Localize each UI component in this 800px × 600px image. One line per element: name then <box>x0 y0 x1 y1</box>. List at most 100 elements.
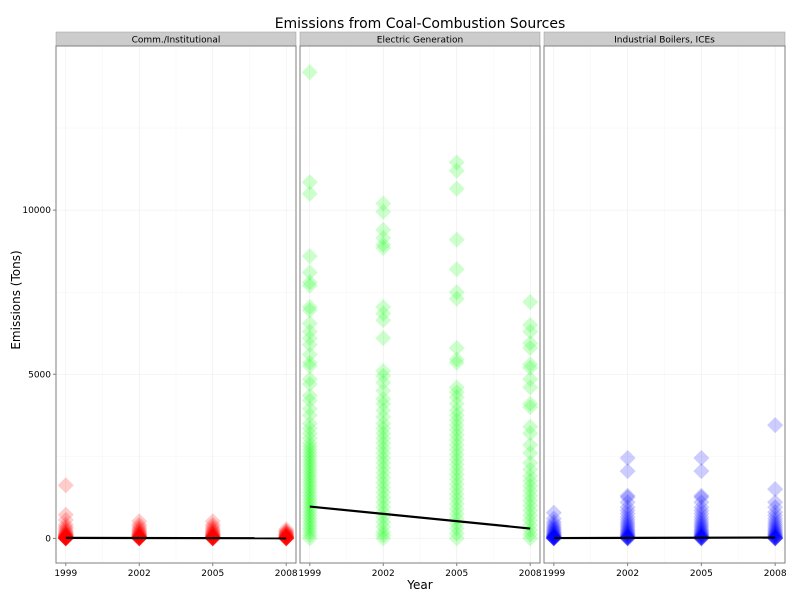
data-point <box>301 448 318 465</box>
data-point <box>619 519 636 536</box>
data-point <box>301 454 318 471</box>
data-point <box>57 527 74 544</box>
data-point <box>619 528 636 545</box>
data-point <box>767 417 784 434</box>
data-point <box>619 511 636 528</box>
data-point <box>619 521 636 538</box>
data-point <box>448 446 465 463</box>
data-point <box>448 436 465 453</box>
data-point <box>375 420 392 437</box>
data-point <box>57 506 74 523</box>
data-point <box>522 436 539 453</box>
data-point <box>522 482 539 499</box>
data-point <box>301 248 318 265</box>
data-point <box>619 522 636 539</box>
data-point <box>522 399 539 416</box>
data-point <box>131 528 148 545</box>
data-point <box>619 494 636 511</box>
data-point <box>619 502 636 519</box>
data-point <box>448 476 465 493</box>
facet-panel: Comm./Institutional 1999 2002 2005 2008 0 5000… <box>22 31 298 579</box>
data-point <box>57 524 74 541</box>
data-point <box>375 435 392 452</box>
data-point <box>375 395 392 412</box>
data-point <box>301 441 318 458</box>
data-point <box>301 471 318 488</box>
data-point <box>131 523 148 540</box>
x-tick-label: 2002 <box>372 569 395 579</box>
data-point <box>545 519 562 536</box>
data-point <box>278 528 295 545</box>
data-point <box>545 527 562 544</box>
data-point <box>375 362 392 379</box>
data-point <box>767 504 784 521</box>
data-point <box>448 339 465 356</box>
data-point <box>693 489 710 506</box>
data-point <box>278 523 295 540</box>
data-point <box>301 420 318 437</box>
facet-strip-label: Comm./Institutional <box>132 36 221 46</box>
data-point <box>619 449 636 466</box>
data-point <box>301 425 318 442</box>
data-point <box>619 523 636 540</box>
data-point <box>301 407 318 424</box>
data-point <box>522 359 539 376</box>
data-point <box>522 371 539 388</box>
data-point <box>375 236 392 253</box>
x-tick-label: 2002 <box>616 569 639 579</box>
data-point <box>545 522 562 539</box>
data-point <box>278 521 295 538</box>
data-point <box>522 379 539 396</box>
data-point <box>375 408 392 425</box>
data-point <box>301 520 318 537</box>
data-point <box>448 284 465 301</box>
data-point <box>301 315 318 332</box>
data-point <box>278 528 295 545</box>
data-point <box>619 513 636 530</box>
data-point <box>375 390 392 407</box>
data-point <box>375 430 392 447</box>
data-point <box>693 527 710 544</box>
data-point <box>693 519 710 536</box>
data-point <box>619 505 636 522</box>
data-point <box>545 510 562 527</box>
panel-border <box>299 45 541 564</box>
data-point <box>57 522 74 539</box>
data-point <box>204 518 221 535</box>
y-tick-label: 5000 <box>28 370 51 380</box>
data-point <box>204 528 221 545</box>
data-point <box>448 441 465 458</box>
x-tick-label: 2008 <box>275 569 298 579</box>
data-point <box>375 479 392 496</box>
data-point <box>767 529 784 546</box>
facet-panel: Electric Generation 1999 2002 2005 2008 <box>298 31 542 579</box>
data-point <box>693 522 710 539</box>
data-point <box>619 463 636 480</box>
data-point <box>301 371 318 388</box>
data-point <box>301 484 318 501</box>
data-point <box>301 451 318 468</box>
x-tick-label: 2008 <box>519 569 542 579</box>
data-point <box>448 354 465 371</box>
data-point <box>375 499 392 516</box>
data-point <box>693 494 710 511</box>
data-point <box>204 523 221 540</box>
data-point <box>301 376 318 393</box>
facet-strip-label: Electric Generation <box>377 36 463 46</box>
data-point <box>448 456 465 473</box>
data-point <box>375 530 392 547</box>
data-point <box>767 527 784 544</box>
data-point <box>375 469 392 486</box>
data-point <box>375 484 392 501</box>
data-point <box>375 474 392 491</box>
data-point <box>375 312 392 329</box>
data-point <box>131 527 148 544</box>
data-point <box>131 524 148 541</box>
data-point <box>301 274 318 291</box>
data-point <box>522 461 539 478</box>
data-point <box>448 515 465 532</box>
data-point <box>619 527 636 544</box>
data-point <box>57 527 74 544</box>
data-point <box>448 407 465 424</box>
x-tick-label: 2002 <box>128 569 151 579</box>
